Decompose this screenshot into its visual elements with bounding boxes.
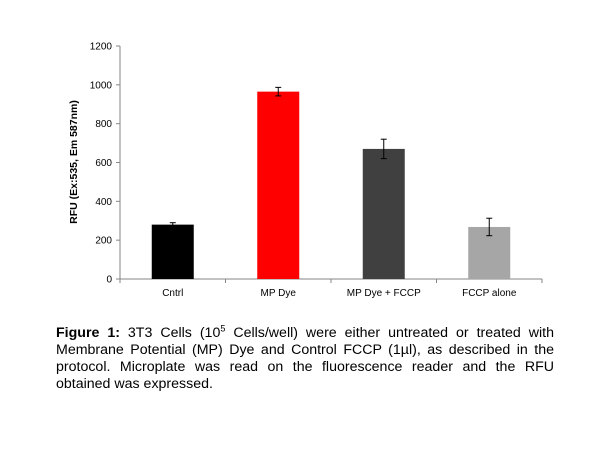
x-tick-label: Cntrl bbox=[162, 288, 183, 299]
y-tick-label: 600 bbox=[95, 158, 112, 169]
y-axis-label: RFU (Ex:535, Em 587nm) bbox=[68, 100, 80, 224]
y-axis-ticks: 0 200 400 600 800 1000 1200 bbox=[90, 42, 120, 286]
y-tick-label: 800 bbox=[95, 119, 112, 130]
x-tick-label: MP Dye bbox=[261, 288, 297, 299]
x-axis-tick-labels: Cntrl MP Dye MP Dye + FCCP FCCP alone bbox=[162, 288, 517, 299]
x-tick-label: MP Dye + FCCP bbox=[347, 288, 421, 299]
y-tick-label: 0 bbox=[106, 275, 112, 286]
y-tick-label: 200 bbox=[95, 236, 112, 247]
bar bbox=[257, 91, 300, 279]
bar bbox=[362, 148, 405, 279]
bar-chart: 0 200 400 600 800 1000 1200 Cntrl MP Dye MP Dye … bbox=[68, 42, 543, 299]
figure-caption: Figure 1: 3T3 Cells (105 Cells/well) wer… bbox=[56, 323, 554, 393]
bar bbox=[151, 224, 194, 279]
error-bars bbox=[169, 86, 493, 237]
y-tick-label: 400 bbox=[95, 197, 112, 208]
bars bbox=[151, 91, 511, 279]
caption-superscript: 5 bbox=[220, 323, 226, 334]
x-tick-label: FCCP alone bbox=[462, 288, 517, 299]
y-tick-label: 1200 bbox=[90, 42, 113, 53]
caption-text-1: 3T3 Cells (10 bbox=[119, 325, 221, 341]
y-tick-label: 1000 bbox=[90, 80, 113, 91]
caption-text-2: Cells/well) were either untreated or tre… bbox=[56, 325, 554, 392]
caption-label: Figure 1: bbox=[56, 325, 120, 341]
